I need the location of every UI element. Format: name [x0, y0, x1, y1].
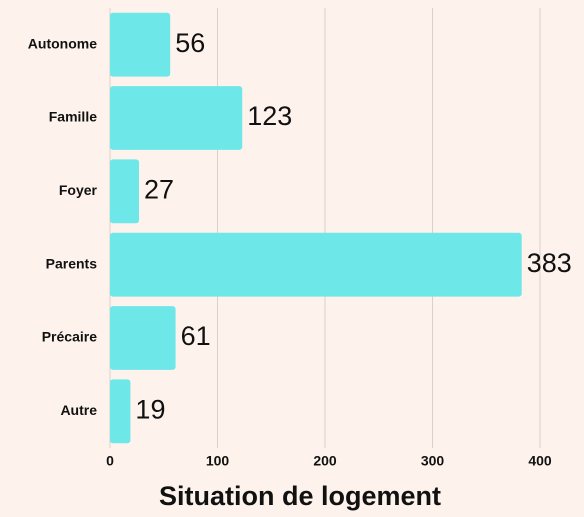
value-label: 56: [175, 28, 205, 58]
bar: [110, 379, 131, 444]
value-label: 123: [247, 101, 292, 131]
bar: [110, 159, 140, 224]
y-tick-label: Précaire: [42, 329, 97, 345]
value-label: 27: [144, 174, 174, 204]
y-tick-label: Parents: [46, 255, 98, 271]
value-label: 61: [181, 321, 211, 351]
y-tick-label: Foyer: [59, 182, 98, 198]
x-tick-label: 0: [106, 453, 114, 469]
x-tick-label: 200: [313, 453, 337, 469]
y-tick-label: Famille: [49, 109, 97, 125]
bar: [110, 306, 176, 370]
x-tick-label: 300: [421, 453, 445, 469]
bar: [110, 232, 522, 297]
x-tick-label: 400: [528, 453, 552, 469]
bar: [110, 86, 243, 150]
y-tick-label: Autre: [60, 402, 97, 418]
y-tick-label: Autonome: [28, 35, 97, 51]
value-label: 383: [527, 248, 572, 278]
bar: [110, 12, 171, 77]
chart-title: Situation de logement: [159, 481, 441, 511]
value-label: 19: [135, 394, 165, 424]
x-tick-label: 100: [206, 453, 230, 469]
